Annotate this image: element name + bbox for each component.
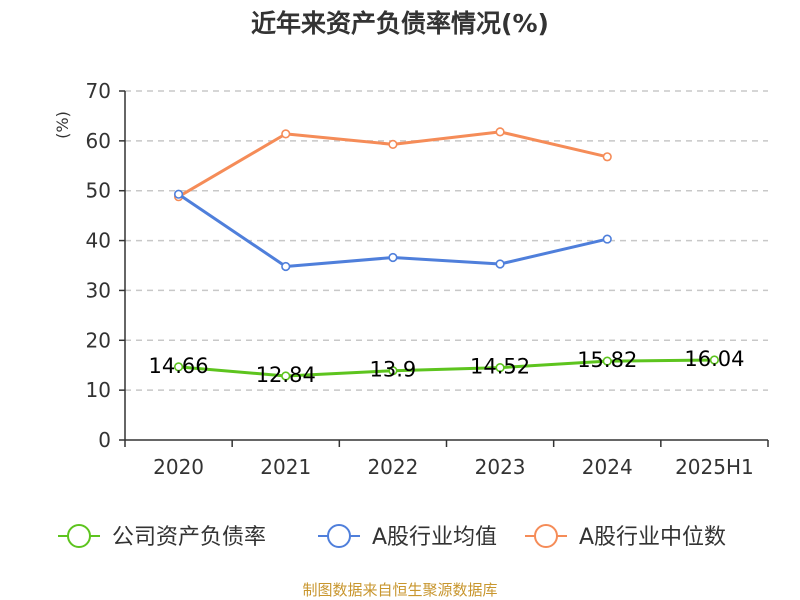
data-point (388, 139, 398, 149)
legend-item: 公司资产负债率 (58, 524, 266, 550)
legend: 公司资产负债率 A股行业均值 A股行业中位数 (58, 524, 726, 550)
y-axis-label: (%) (53, 111, 72, 139)
data-point (388, 252, 398, 263)
data-label: 14.66 (149, 354, 209, 378)
data-point (495, 259, 505, 269)
data-label: 14.52 (470, 355, 530, 379)
data-label: 16.04 (684, 347, 744, 371)
x-tick-label: 2021 (260, 455, 311, 479)
y-tick-label: 60 (86, 129, 111, 153)
y-tick-label: 30 (86, 278, 111, 302)
data-point (602, 152, 612, 162)
data-point (173, 362, 184, 372)
series-line (178, 358, 715, 378)
legend-label: 公司资产负债率 (112, 525, 266, 550)
legend-marker (67, 524, 91, 548)
data-point (281, 261, 291, 272)
y-tick-label: 20 (86, 328, 111, 352)
y-tick-label: 10 (86, 378, 111, 402)
legend-item: A股行业中位数 (525, 524, 726, 550)
chart-title: 近年来资产负债率情况(%) (251, 9, 549, 38)
data-point (281, 371, 291, 381)
data-point (602, 234, 612, 244)
y-tick-label: 0 (98, 428, 111, 452)
legend-label: A股行业中位数 (579, 525, 726, 550)
legend-marker (534, 524, 558, 548)
data-point (495, 127, 505, 137)
x-tick-label: 2024 (582, 455, 633, 479)
data-point (602, 356, 612, 366)
legend-item: A股行业均值 (318, 524, 497, 550)
y-tick-label: 70 (86, 79, 111, 103)
data-label: 15.82 (577, 348, 637, 372)
data-labels: 14.66 12.84 13.9 14.52 15.82 16.04 (149, 347, 745, 387)
data-label: 12.84 (256, 363, 316, 387)
data-label: 13.9 (370, 358, 417, 382)
x-tick-label: 2020 (153, 455, 204, 479)
gridlines (125, 90, 768, 391)
x-tick-label: 2023 (475, 455, 526, 479)
legend-marker (327, 524, 351, 548)
source-note: 制图数据来自恒生聚源数据库 (302, 581, 498, 599)
x-tick-label: 2022 (367, 455, 418, 479)
data-point (388, 366, 398, 376)
data-point (709, 355, 720, 365)
data-point (281, 129, 291, 139)
data-point (173, 189, 184, 199)
axes: 0 10 20 30 40 50 60 70 (%) 2020 2021 2022 2023 2024 20… (53, 79, 769, 479)
y-tick-label: 40 (86, 229, 111, 253)
y-tick-label: 50 (86, 179, 111, 203)
data-point (495, 363, 505, 373)
legend-label: A股行业均值 (372, 525, 497, 550)
series (173, 127, 720, 381)
x-tick-label: 2025H1 (675, 455, 754, 479)
